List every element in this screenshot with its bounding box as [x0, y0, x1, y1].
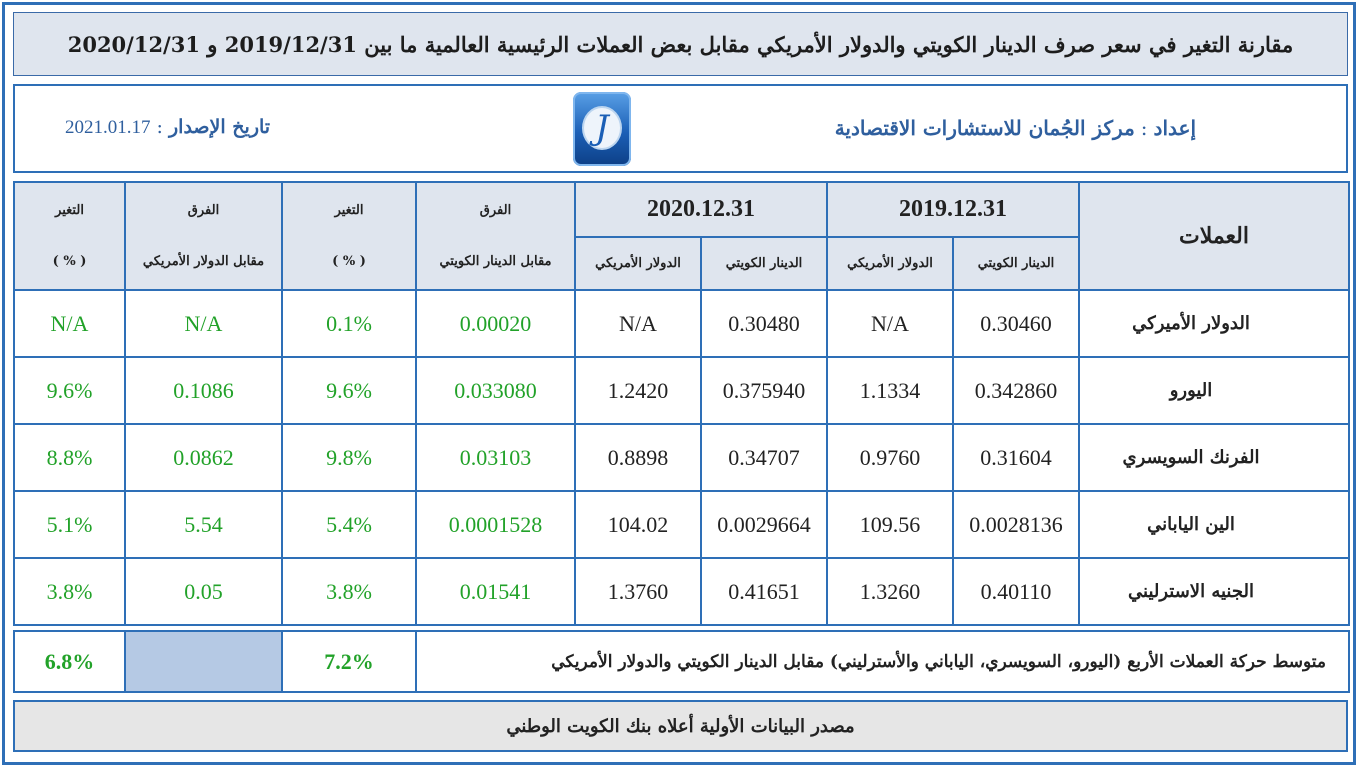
cell-kwd-2019: 0.0028136	[952, 490, 1080, 559]
cell-currency-name: الجنيه الاسترليني	[1078, 557, 1350, 626]
avg-change-usd: 6.8%	[13, 630, 126, 693]
cell-kwd-2020: 0.30480	[700, 289, 828, 358]
header-diff-kwd: الفرق مقابل الدينار الكويتي	[415, 181, 576, 291]
prepared-value: مركز الجُمان للاستشارات الاقتصادية	[834, 116, 1135, 140]
cell-change-kwd: 3.8%	[281, 557, 417, 626]
prepared-by: إعداد:مركز الجُمان للاستشارات الاقتصادية	[834, 116, 1196, 140]
cell-currency-name: الفرنك السويسري	[1078, 423, 1350, 492]
cell-usd-2019: 109.56	[826, 490, 954, 559]
avg-change-kwd: 7.2%	[281, 630, 417, 693]
cell-currency-name: الدولار الأميركي	[1078, 289, 1350, 358]
page-title: مقارنة التغير في سعر صرف الدينار الكويتي…	[67, 31, 1294, 57]
logo-ring: J	[582, 106, 622, 150]
cell-change-usd: 8.8%	[13, 423, 126, 492]
cell-change-kwd: 0.1%	[281, 289, 417, 358]
cell-diff-usd: 0.1086	[124, 356, 283, 425]
cell-kwd-2020: 0.0029664	[700, 490, 828, 559]
cell-usd-2020: N/A	[574, 289, 702, 358]
table-row: 3.8% 0.05 3.8% 0.01541 1.3760 0.41651 1.3260 0.…	[13, 557, 1350, 626]
prepared-label: إعداد	[1153, 116, 1196, 140]
cell-kwd-2020: 0.41651	[700, 557, 828, 626]
cell-diff-kwd: 0.033080	[415, 356, 576, 425]
cell-change-kwd: 9.6%	[281, 356, 417, 425]
header-usd-2019: الدولار الأمريكي	[826, 236, 954, 291]
header-usd-2020: الدولار الأمريكي	[574, 236, 702, 291]
title-box: مقارنة التغير في سعر صرف الدينار الكويتي…	[13, 12, 1348, 76]
issue-date-block: 2021.01.17 : تاريخ الإصدار	[65, 116, 271, 138]
table-row: 5.1% 5.54 5.4% 0.0001528 104.02 0.0029664 109.…	[13, 490, 1350, 559]
cell-kwd-2019: 0.30460	[952, 289, 1080, 358]
cell-usd-2019: 0.9760	[826, 423, 954, 492]
issue-date: 2021.01.17	[65, 117, 151, 138]
cell-diff-usd: 5.54	[124, 490, 283, 559]
cell-usd-2019: 1.3260	[826, 557, 954, 626]
cell-diff-usd: N/A	[124, 289, 283, 358]
cell-diff-kwd: 0.00020	[415, 289, 576, 358]
average-row: 6.8% 7.2% متوسط حركة العملات الأربع (الي…	[13, 630, 1350, 693]
cell-diff-usd: 0.0862	[124, 423, 283, 492]
cell-change-kwd: 9.8%	[281, 423, 417, 492]
cell-change-usd: N/A	[13, 289, 126, 358]
cell-kwd-2019: 0.31604	[952, 423, 1080, 492]
header-chg-usd: التغير( % )	[13, 181, 126, 291]
table-row: N/A N/A 0.1% 0.00020 N/A 0.30480 N/A 0.30460 الد…	[13, 289, 1350, 358]
cell-change-usd: 3.8%	[13, 557, 126, 626]
cell-usd-2020: 1.2420	[574, 356, 702, 425]
aljuman-logo-icon: J	[573, 92, 631, 166]
cell-diff-kwd: 0.03103	[415, 423, 576, 492]
source-text: مصدر البيانات الأولية أعلاه بنك الكويت ا…	[506, 715, 855, 737]
header-currencies: العملات	[1078, 181, 1350, 291]
cell-usd-2020: 0.8898	[574, 423, 702, 492]
cell-kwd-2020: 0.375940	[700, 356, 828, 425]
cell-kwd-2019: 0.40110	[952, 557, 1080, 626]
cell-change-usd: 5.1%	[13, 490, 126, 559]
cell-usd-2020: 1.3760	[574, 557, 702, 626]
cell-diff-kwd: 0.01541	[415, 557, 576, 626]
cell-diff-kwd: 0.0001528	[415, 490, 576, 559]
source-box: مصدر البيانات الأولية أعلاه بنك الكويت ا…	[13, 700, 1348, 752]
header-diff-usd: الفرق مقابل الدولار الأمريكي	[124, 181, 283, 291]
cell-diff-usd: 0.05	[124, 557, 283, 626]
cell-usd-2020: 104.02	[574, 490, 702, 559]
cell-change-usd: 9.6%	[13, 356, 126, 425]
header-kwd-2019: الدينار الكويتي	[952, 236, 1080, 291]
header-year-2019: 2019.12.31	[826, 181, 1080, 238]
cell-currency-name: الين الياباني	[1078, 490, 1350, 559]
cell-currency-name: اليورو	[1078, 356, 1350, 425]
header-chg-kwd: التغير( % )	[281, 181, 417, 291]
info-box: إعداد:مركز الجُمان للاستشارات الاقتصادية…	[13, 84, 1348, 173]
table-row: 8.8% 0.0862 9.8% 0.03103 0.8898 0.34707 0.9760…	[13, 423, 1350, 492]
cell-change-kwd: 5.4%	[281, 490, 417, 559]
issue-label: تاريخ الإصدار	[169, 116, 271, 138]
header-kwd-2020: الدينار الكويتي	[700, 236, 828, 291]
cell-kwd-2020: 0.34707	[700, 423, 828, 492]
cell-kwd-2019: 0.342860	[952, 356, 1080, 425]
rates-table: التغير( % ) الفرق مقابل الدولار الأمريكي …	[13, 181, 1350, 626]
avg-label: متوسط حركة العملات الأربع (اليورو، السوي…	[415, 630, 1350, 693]
header-year-2020: 2020.12.31	[574, 181, 828, 238]
cell-usd-2019: 1.1334	[826, 356, 954, 425]
avg-blank-cell	[124, 630, 283, 693]
cell-usd-2019: N/A	[826, 289, 954, 358]
table-row: 9.6% 0.1086 9.6% 0.033080 1.2420 0.375940 1.13…	[13, 356, 1350, 425]
